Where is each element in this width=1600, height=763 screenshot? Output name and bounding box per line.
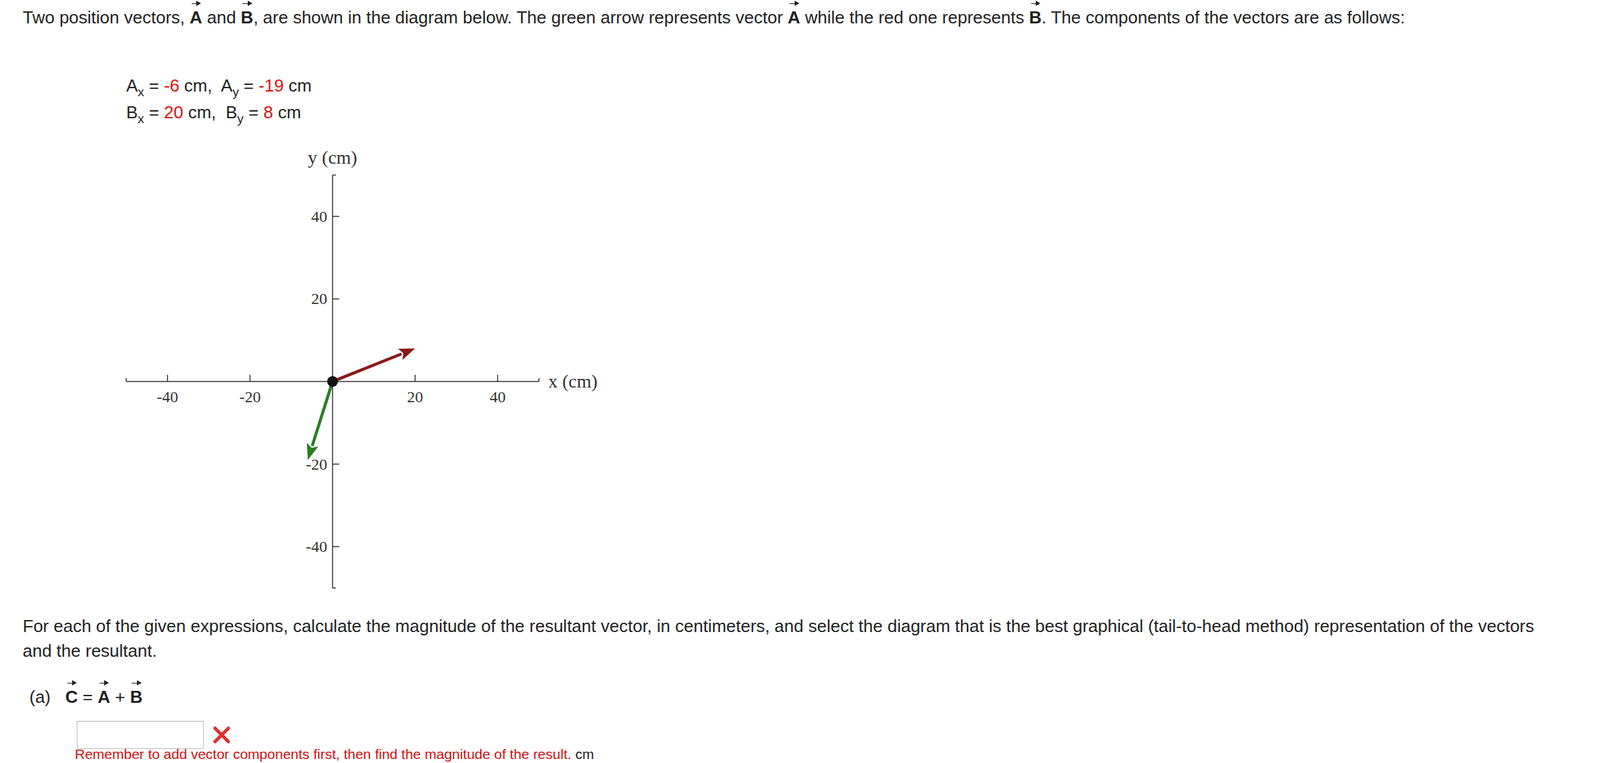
x-tick-label: 40 <box>489 387 506 406</box>
y-tick <box>332 215 340 218</box>
text-run: and <box>202 7 242 28</box>
wrong-icon <box>211 724 232 745</box>
separator: , <box>211 102 216 123</box>
symbol: A <box>221 75 233 96</box>
vector-symbol: B <box>1029 5 1042 31</box>
equals: = <box>148 75 159 96</box>
subscript: y <box>237 111 244 126</box>
subscript: y <box>232 84 240 99</box>
arrow-head <box>307 442 319 461</box>
spacer <box>253 75 259 96</box>
x-tick-label: -20 <box>239 387 261 406</box>
arrow-shaft <box>312 381 333 446</box>
spacer <box>216 102 226 123</box>
equals: = <box>148 102 159 123</box>
vector-arrow <box>307 381 333 460</box>
spacer <box>571 745 576 762</box>
spacer <box>144 75 149 96</box>
unit: cm <box>288 75 312 96</box>
part-label: (a) <box>29 686 51 707</box>
vector-symbol: A <box>189 5 203 31</box>
text-run: while the red one represents <box>800 7 1030 28</box>
arrow-shaft <box>332 353 402 382</box>
subscript: x <box>137 111 145 126</box>
spacer <box>258 102 264 123</box>
arrow-head <box>397 348 416 360</box>
spacer <box>179 75 185 96</box>
text-run: = <box>78 686 99 707</box>
x-tick-label: -40 <box>156 387 179 406</box>
vector-symbol: B <box>130 684 143 710</box>
y-tick <box>332 545 340 547</box>
answer-input[interactable] <box>76 720 204 749</box>
unit: cm <box>184 75 208 96</box>
x-tick <box>496 374 499 382</box>
spacer <box>144 102 149 123</box>
part-line: (a) C = A + B <box>29 684 143 710</box>
spacer <box>239 75 244 96</box>
axis-end <box>332 586 336 589</box>
spacer <box>182 102 188 123</box>
vectors <box>307 348 416 461</box>
unit: cm <box>277 102 302 123</box>
spacer <box>283 75 289 96</box>
vector-diagram: -40-202040-40-202040y (cm)x (cm) <box>0 0 1600 763</box>
separator: , <box>207 75 213 96</box>
component-value: -19 <box>258 75 284 96</box>
spacer <box>243 102 249 123</box>
symbol: B <box>126 102 138 123</box>
y-tick <box>332 298 340 300</box>
hint-text: Remember to add vector components first,… <box>74 745 572 762</box>
vector-symbol: B <box>241 5 254 31</box>
axis-end <box>538 377 540 382</box>
hint-unit: cm <box>574 745 594 762</box>
y-tick <box>332 463 340 465</box>
x-tick <box>166 374 169 382</box>
x-tick <box>249 374 252 382</box>
cross <box>215 727 229 742</box>
component-value: -6 <box>164 75 180 96</box>
y-tick-label: 20 <box>311 289 328 308</box>
question: For each of the given expressions, calcu… <box>22 613 1566 664</box>
vector-arrow <box>332 348 416 382</box>
text-run: , are shown in the diagram below. The gr… <box>253 7 788 28</box>
x-tick <box>414 374 417 382</box>
component-value: 20 <box>164 102 184 123</box>
text-run: + <box>110 686 131 707</box>
vector-symbol: A <box>97 684 111 710</box>
equals: = <box>248 102 259 123</box>
origin-dot <box>327 375 338 387</box>
hint: Remember to add vector components first,… <box>74 745 594 762</box>
component-value: 8 <box>263 102 274 123</box>
intro: Two position vectors, A and B, are shown… <box>22 5 1566 31</box>
y-tick-label: -40 <box>305 537 328 555</box>
x-axis-label: x (cm) <box>548 370 598 392</box>
spacer <box>273 102 278 123</box>
vector-symbol: C <box>65 684 79 710</box>
y-tick-label: 40 <box>311 207 328 226</box>
axis-end <box>332 174 336 176</box>
symbol: B <box>225 102 238 123</box>
x-tick-label: 20 <box>407 387 424 406</box>
spacer <box>158 75 164 96</box>
spacer <box>212 75 222 96</box>
unit: cm <box>188 102 212 123</box>
y-axis-label: y (cm) <box>307 146 358 168</box>
vector-symbol: A <box>787 5 801 31</box>
subscript: x <box>137 84 145 99</box>
equals: = <box>243 75 254 96</box>
text-run: . The components of the vectors are as f… <box>1041 7 1406 28</box>
symbol: A <box>126 75 138 96</box>
spacer <box>158 102 164 123</box>
axis-end <box>125 377 127 382</box>
component-line: Bx = 20 cm, By = 8 cm <box>126 100 302 127</box>
text-run: Two position vectors, <box>22 7 190 28</box>
component-line: Ax = -6 cm, Ay = -19 cm <box>126 73 312 100</box>
